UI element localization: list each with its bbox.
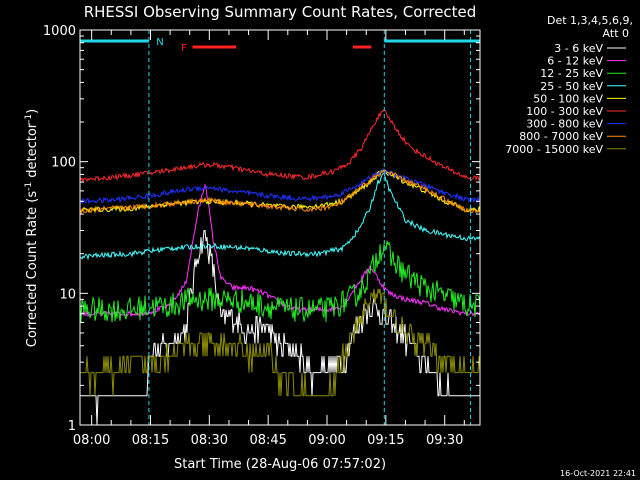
y-tick-label-1: 1 [68, 419, 76, 434]
y-label-main: Corrected Count Rate (s [25, 191, 40, 348]
legend-label-0: 3 - 6 keV [554, 42, 603, 55]
series-line-3-6-keV [80, 230, 480, 426]
y-tick-label-10: 10 [59, 287, 76, 302]
series-line-800-7000-keV [79, 168, 481, 214]
legend-label-8: 7000 - 15000 keV [505, 143, 603, 156]
night-label: N [156, 37, 163, 48]
legend-label-3: 25 - 50 keV [540, 80, 603, 93]
legend-label-2: 12 - 25 keV [540, 67, 603, 80]
y-tick-label-100: 100 [51, 156, 76, 171]
x-tick-label-0815: 08:15 [132, 433, 169, 448]
series-line-25-50-keV [79, 172, 481, 261]
legend-label-6: 300 - 800 keV [526, 118, 603, 131]
y-label-mid: detector [25, 122, 40, 182]
y-axis: 1 10 100 1000 [43, 24, 480, 434]
legend-label-5: 100 - 300 keV [526, 105, 603, 118]
chart-title: RHESSI Observing Summary Count Rates, Co… [84, 3, 477, 21]
x-tick-label-0930: 09:30 [426, 433, 463, 448]
x-tick-label-0845: 08:45 [249, 433, 286, 448]
legend-header-2: Att 0 [603, 27, 629, 40]
y-axis-label: Corrected Count Rate (s-1 detector-1) [24, 109, 40, 347]
x-tick-label-0915: 09:15 [367, 433, 404, 448]
plot-frame [79, 29, 481, 426]
x-tick-label-0830: 08:30 [191, 433, 228, 448]
series-line-100-300-keV [79, 108, 481, 184]
legend-label-7: 800 - 7000 keV [519, 130, 603, 143]
timestamp: 16-Oct-2021 22:41 [560, 469, 636, 478]
legend-label-1: 6 - 12 keV [547, 55, 603, 68]
series-line-300-800-keV [79, 167, 481, 205]
series-line-12-25-keV [79, 240, 481, 323]
x-axis-label: Start Time (28-Aug-06 07:57:02) [174, 457, 386, 472]
flare-label: F [181, 43, 187, 54]
series-line-7000-15000-keV [80, 288, 481, 397]
plot-area [79, 108, 481, 426]
series-line-50-100-keV [79, 168, 481, 214]
y-tick-label-1000: 1000 [43, 24, 76, 39]
night-flare-bars: NF [80, 30, 480, 425]
x-tick-label-0800: 08:00 [73, 433, 110, 448]
x-tick-label-0900: 09:00 [308, 433, 345, 448]
legend-label-4: 50 - 100 keV [533, 92, 603, 105]
legend-header-1: Det 1,3,4,5,6,9, [547, 14, 633, 27]
x-axis: 08:00 08:15 08:30 08:45 09:00 09:15 09:30 [73, 30, 465, 448]
y-label-end: ) [25, 109, 40, 114]
y-label-sup2: -1 [24, 114, 34, 123]
y-label-sup1: -1 [24, 182, 34, 191]
